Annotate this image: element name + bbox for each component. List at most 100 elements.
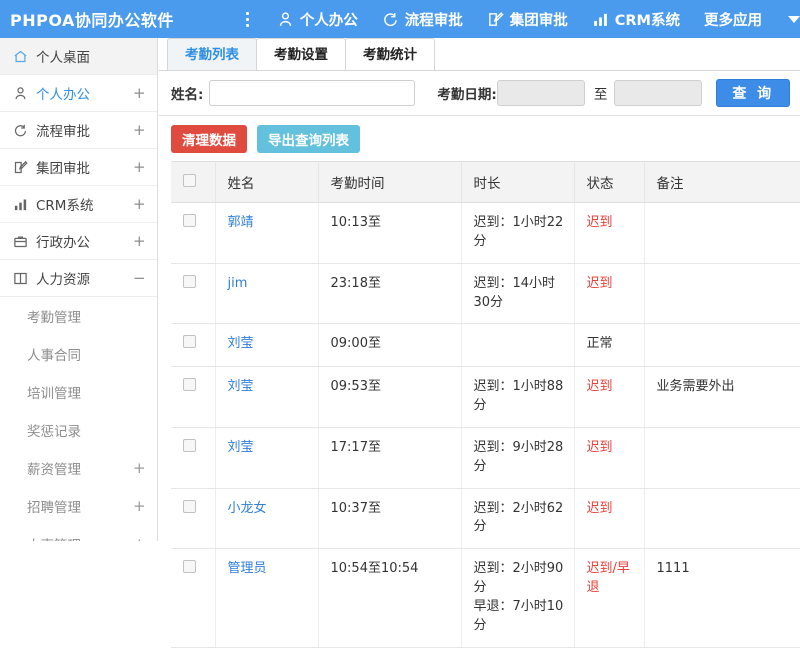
- sidebar-item-personal-desktop[interactable]: 个人桌面: [0, 38, 157, 75]
- sidebar-subitem-attendance-management[interactable]: 考勤管理: [0, 297, 157, 335]
- row-select-cell: [171, 488, 216, 550]
- status-badge: 迟到: [586, 439, 613, 455]
- sidebar: 个人桌面 个人办公 + 流程审批 + 集团审批 +: [0, 38, 158, 541]
- table-row: 刘莹 09:00至 正常: [171, 323, 800, 368]
- sidebar-expander[interactable]: +: [133, 83, 146, 102]
- chevron-down-icon[interactable]: [788, 15, 800, 23]
- cell-attendance-time: 23:18至: [318, 263, 462, 325]
- employee-name-link[interactable]: 刘莹: [227, 439, 254, 455]
- sidebar-subitem-recruitment-management[interactable]: 招聘管理 +: [0, 487, 157, 525]
- sidebar-expander[interactable]: +: [133, 120, 146, 139]
- sidebar-subitem-training-management[interactable]: 培训管理: [0, 373, 157, 411]
- sidebar-subitem-personnel-management[interactable]: 人事管理 +: [0, 525, 157, 541]
- sidebar-expander[interactable]: +: [133, 536, 146, 541]
- select-all-checkbox[interactable]: [183, 173, 196, 187]
- row-checkbox[interactable]: [183, 438, 196, 452]
- cell-name: 郭靖: [215, 202, 319, 264]
- row-checkbox[interactable]: [183, 499, 196, 513]
- cell-status: 正常: [574, 323, 645, 368]
- filter-bar: 姓名: 考勤日期: 至 查 询: [159, 71, 800, 116]
- sidebar-item-crm[interactable]: CRM系统 +: [0, 186, 157, 223]
- sidebar-subitem-label: 奖惩记录: [27, 424, 81, 440]
- cell-attendance-time: 09:00至: [318, 323, 462, 368]
- cell-remark: [644, 427, 800, 489]
- name-input[interactable]: [209, 80, 416, 106]
- topnav-item-crm[interactable]: CRM系统: [592, 9, 680, 30]
- sidebar-item-human-resources[interactable]: 人力资源 −: [0, 260, 157, 297]
- status-badge: 迟到: [586, 275, 613, 291]
- sidebar-item-process-approval[interactable]: 流程审批 +: [0, 112, 157, 149]
- refresh-arrow-icon: [382, 11, 399, 28]
- cell-attendance-time: 09:53至: [318, 366, 462, 428]
- attendance-table: 姓名 考勤时间 时长 状态 备注 郭靖 10:13至 迟到：1小时22分 迟到 jim 2…: [171, 161, 800, 648]
- bar-chart-icon: [592, 11, 609, 28]
- table-header-row: 姓名 考勤时间 时长 状态 备注: [171, 161, 800, 203]
- sidebar-item-admin-office[interactable]: 行政办公 +: [0, 223, 157, 260]
- cell-remark: [644, 263, 800, 325]
- employee-name-link[interactable]: 管理员: [227, 561, 267, 577]
- cell-remark: [644, 323, 800, 368]
- sidebar-expander[interactable]: +: [133, 231, 146, 250]
- cell-remark: 1111: [644, 548, 800, 648]
- row-checkbox[interactable]: [183, 560, 196, 574]
- export-query-list-button[interactable]: 导出查询列表: [257, 124, 360, 153]
- row-checkbox[interactable]: [183, 335, 196, 349]
- cell-status: 迟到: [574, 427, 645, 489]
- row-checkbox[interactable]: [183, 378, 196, 392]
- tab-attendance-statistics[interactable]: 考勤统计: [345, 38, 435, 70]
- cell-duration: 迟到：14小时30分: [461, 263, 575, 325]
- sidebar-item-label: CRM系统: [36, 198, 94, 214]
- date-start-input[interactable]: [496, 80, 585, 106]
- topnav-item-process-approval[interactable]: 流程审批: [382, 9, 463, 30]
- table-row: 郭靖 10:13至 迟到：1小时22分 迟到: [171, 202, 800, 264]
- sidebar-expander[interactable]: +: [133, 458, 146, 477]
- status-badge: 正常: [586, 336, 613, 352]
- action-bar: 清理数据 导出查询列表: [159, 116, 800, 161]
- user-icon: [277, 11, 294, 28]
- tab-attendance-settings[interactable]: 考勤设置: [256, 38, 346, 70]
- status-badge: 迟到/早退: [586, 561, 630, 596]
- sidebar-subitem-hr-contract[interactable]: 人事合同: [0, 335, 157, 373]
- sidebar-item-personal-office[interactable]: 个人办公 +: [0, 75, 157, 112]
- cell-name: 小龙女: [215, 488, 319, 550]
- sidebar-item-label: 人力资源: [36, 272, 90, 288]
- sidebar-item-label: 个人桌面: [36, 50, 90, 66]
- cell-status: 迟到: [574, 488, 645, 550]
- user-icon: [11, 85, 29, 101]
- employee-name-link[interactable]: 刘莹: [227, 336, 254, 352]
- row-select-cell: [171, 366, 216, 428]
- tab-attendance-list[interactable]: 考勤列表: [167, 38, 257, 70]
- sidebar-expander[interactable]: +: [133, 157, 146, 176]
- table-row: 小龙女 10:37至 迟到：2小时62分 迟到: [171, 488, 800, 550]
- tab-bar: 考勤列表 考勤设置 考勤统计: [159, 38, 800, 71]
- topnav-item-group-approval[interactable]: 集团审批: [487, 9, 568, 30]
- topnav-item-more-apps[interactable]: 更多应用: [704, 9, 762, 30]
- employee-name-link[interactable]: 刘莹: [227, 379, 254, 395]
- clean-data-button[interactable]: 清理数据: [171, 124, 247, 153]
- row-checkbox[interactable]: [183, 274, 196, 288]
- sidebar-subitem-reward-punishment-record[interactable]: 奖惩记录: [0, 411, 157, 449]
- bar-chart-icon: [11, 196, 29, 212]
- topnav-item-personal-office[interactable]: 个人办公: [277, 9, 358, 30]
- cell-duration: 迟到：2小时90分 早退：7小时10分: [461, 548, 575, 648]
- cell-status: 迟到: [574, 366, 645, 428]
- employee-name-link[interactable]: 小龙女: [227, 500, 267, 516]
- employee-name-link[interactable]: 郭靖: [227, 215, 254, 230]
- row-checkbox[interactable]: [183, 214, 196, 227]
- cell-name: 刘莹: [215, 427, 319, 489]
- table-row: 刘莹 17:17至 迟到：9小时28分 迟到: [171, 427, 800, 489]
- refresh-arrow-icon: [11, 122, 29, 138]
- sidebar-subitem-salary-management[interactable]: 薪资管理 +: [0, 449, 157, 487]
- sidebar-item-group-approval[interactable]: 集团审批 +: [0, 149, 157, 186]
- table-row: jim 23:18至 迟到：14小时30分 迟到: [171, 263, 800, 325]
- date-end-input[interactable]: [614, 80, 703, 106]
- sidebar-expander[interactable]: +: [133, 496, 146, 515]
- employee-name-link[interactable]: jim: [227, 275, 248, 291]
- cell-duration: [461, 323, 575, 368]
- topnav-label: 流程审批: [404, 12, 463, 29]
- hamburger-icon[interactable]: [245, 11, 249, 27]
- topnav-label: 个人办公: [299, 12, 358, 29]
- sidebar-expander[interactable]: −: [133, 268, 146, 287]
- sidebar-expander[interactable]: +: [133, 194, 146, 213]
- query-button[interactable]: 查 询: [716, 79, 791, 107]
